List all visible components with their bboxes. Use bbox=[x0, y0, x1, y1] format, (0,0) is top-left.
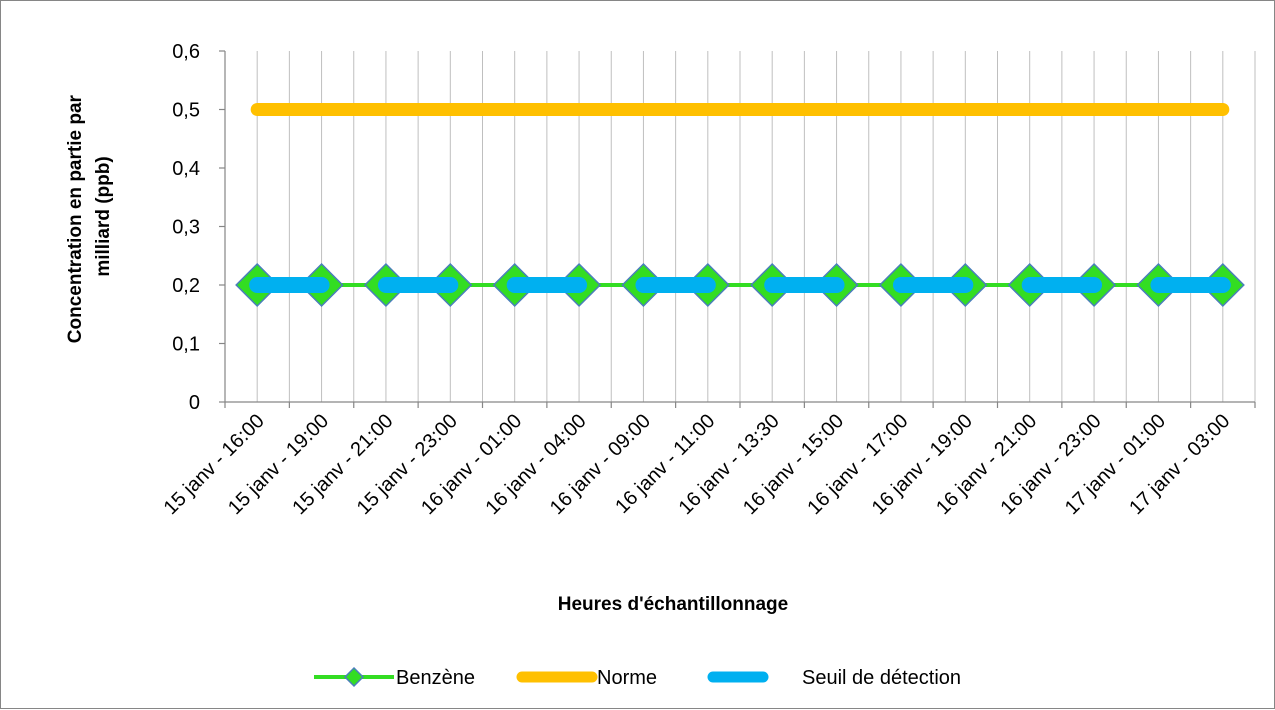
series-group bbox=[235, 103, 1245, 308]
legend: Benzène Norme Seuil de détection bbox=[314, 666, 961, 689]
y-axis-title-line-2: milliard (ppb) bbox=[93, 156, 114, 276]
y-tick-label: 0,6 bbox=[172, 41, 200, 63]
axes bbox=[219, 50, 1256, 408]
legend-marker-benzene bbox=[343, 666, 365, 688]
y-tick-label: 0,4 bbox=[172, 158, 200, 180]
y-tick-label: 0,1 bbox=[172, 334, 200, 356]
legend-label-norme: Norme bbox=[597, 667, 657, 689]
legend-item-benzene: Benzène bbox=[314, 666, 475, 689]
y-tick-label: 0,5 bbox=[172, 100, 200, 122]
legend-label-benzene: Benzène bbox=[396, 667, 475, 689]
y-tick-label: 0 bbox=[189, 392, 200, 414]
legend-label-seuil: Seuil de détection bbox=[802, 667, 961, 689]
y-tick-labels: 0 0,1 0,2 0,3 0,4 0,5 0,6 bbox=[172, 41, 200, 414]
legend-item-seuil: Seuil de détection bbox=[707, 667, 961, 689]
y-axis-title: Concentration en partie par milliard (pp… bbox=[65, 90, 114, 343]
legend-item-norme: Norme bbox=[516, 667, 657, 689]
y-axis-title-line-1: Concentration en partie par bbox=[65, 94, 86, 343]
y-tick-label: 0,3 bbox=[172, 217, 200, 239]
y-tick-label: 0,2 bbox=[172, 275, 200, 297]
x-axis-title: Heures d'échantillonnage bbox=[558, 594, 788, 615]
